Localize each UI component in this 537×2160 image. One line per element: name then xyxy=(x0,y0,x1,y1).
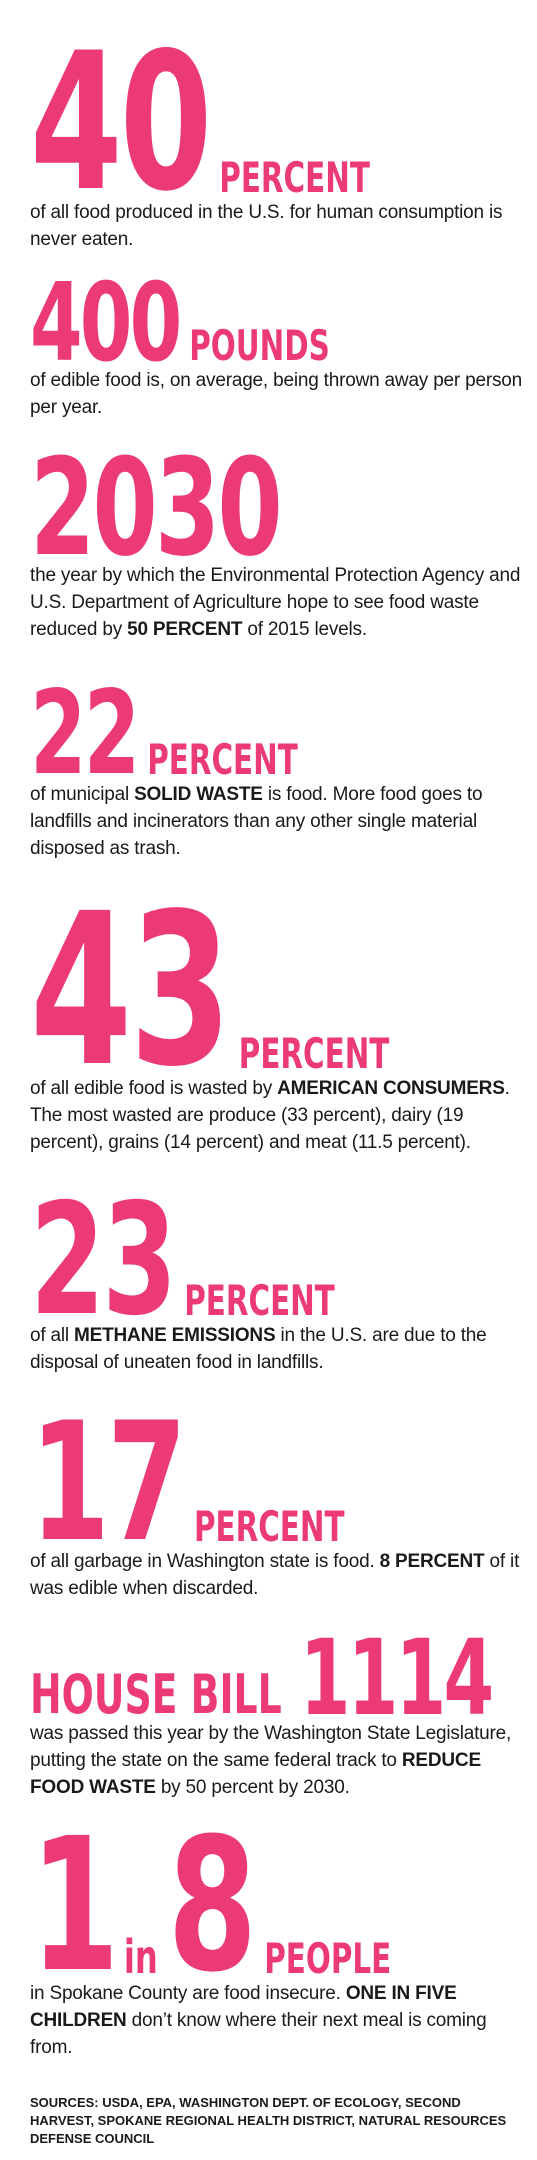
emphasis: METHANE EMISSIONS xyxy=(74,1325,276,1346)
headline: 23 PERCENT xyxy=(30,1183,378,1337)
stat-block: 2030 the year by which the Environmental … xyxy=(30,441,527,643)
stat-description: in Spokane County are food insecure. ONE… xyxy=(30,1980,527,2061)
text: of edible food is, on average, being thr… xyxy=(30,370,523,418)
text: of all garbage in Washington state is fo… xyxy=(30,1551,380,1572)
headline-number: 400 xyxy=(30,260,182,386)
headline-prefix: HOUSE BILL xyxy=(30,1662,282,1726)
headline-number: 8 xyxy=(167,1798,258,2013)
headline-connector: in xyxy=(123,1930,158,1985)
stat-block: 17 PERCENT of all garbage in Washington st… xyxy=(30,1400,527,1602)
stat-block: 1 in 8 PEOPLE in Spokane County are food ins… xyxy=(30,1814,527,2061)
headline-unit: PEOPLE xyxy=(264,1934,392,1984)
headline-number: 40 xyxy=(30,12,212,233)
stat-description: of all METHANE EMISSIONS in the U.S. are… xyxy=(30,1322,527,1376)
text: of it was edible when discarded. xyxy=(30,1551,520,1599)
text: don’t know where their next meal is comi… xyxy=(30,2010,487,2058)
stat-block: 22 PERCENT of municipal SOLID WASTE is foo… xyxy=(30,676,527,862)
headline: HOUSE BILL 1114 xyxy=(30,1626,494,1730)
headline-unit: POUNDS xyxy=(189,321,330,371)
stat-block: 43 PERCENT of all edible food is wasted by… xyxy=(30,886,527,1156)
headline-number: 1114 xyxy=(299,1616,494,1739)
emphasis: AMERICAN CONSUMERS xyxy=(277,1078,505,1099)
text: of municipal xyxy=(30,784,135,805)
text: in Spokane County are food insecure. xyxy=(30,1983,346,2004)
headline-unit: PERCENT xyxy=(184,1276,335,1326)
headline-unit: PERCENT xyxy=(193,1502,345,1552)
headline: 40 PERCENT xyxy=(30,12,378,233)
stat-description: of all garbage in Washington state is fo… xyxy=(30,1548,527,1602)
headline: 22 PERCENT xyxy=(30,676,378,792)
headline-number: 43 xyxy=(30,868,232,1113)
headline-number: 23 xyxy=(30,1170,177,1350)
sources: SOURCES: USDA, EPA, WASHINGTON DEPT. OF … xyxy=(30,2095,507,2146)
text: of all xyxy=(30,1325,75,1346)
stat-description: of all food produced in the U.S. for hum… xyxy=(30,199,527,253)
stat-block: 23 PERCENT of all METHANE EMISSIONS in the… xyxy=(30,1183,527,1376)
headline: 43 PERCENT xyxy=(30,886,389,1096)
emphasis: ONE IN FIVE CHILDREN xyxy=(30,1983,457,2031)
text: . The most wasted are produce (33 percen… xyxy=(30,1078,510,1153)
stat-description: the year by which the Environmental Prot… xyxy=(30,562,527,643)
text: the year by which the Environmental Prot… xyxy=(30,565,521,640)
stat-block: 40 PERCENT of all food produced in the U.S… xyxy=(30,27,527,253)
text: of all food produced in the U.S. for hum… xyxy=(30,202,503,250)
headline: 1 in 8 PEOPLE xyxy=(30,1814,391,1998)
text: of 2015 levels. xyxy=(242,619,367,640)
text: in the U.S. are due to the disposal of u… xyxy=(30,1325,487,1373)
emphasis: SOLID WASTE xyxy=(134,784,263,805)
text: was passed this year by the Washington S… xyxy=(30,1723,512,1771)
headline: 400 POUNDS xyxy=(30,260,378,386)
headline: 17 PERCENT xyxy=(30,1400,378,1564)
emphasis: 50 PERCENT xyxy=(127,619,243,640)
headline-number: 22 xyxy=(30,666,140,802)
text: of all edible food is wasted by xyxy=(30,1078,278,1099)
text: is food. More food goes to landfills and… xyxy=(30,784,483,859)
stat-description: was passed this year by the Washington S… xyxy=(30,1720,527,1801)
headline-number: 17 xyxy=(30,1386,187,1578)
headline-number: 1 xyxy=(30,1798,120,2013)
emphasis: 8 PERCENT xyxy=(379,1551,485,1572)
stat-block: HOUSE BILL 1114 was passed this year by th… xyxy=(30,1626,527,1801)
headline-unit: PERCENT xyxy=(147,735,298,785)
headline-unit: PERCENT xyxy=(238,1029,390,1079)
stat-description: of edible food is, on average, being thr… xyxy=(30,367,527,421)
stat-description: of all edible food is wasted by AMERICAN… xyxy=(30,1075,527,1156)
headline-unit: PERCENT xyxy=(219,153,370,203)
headline-number: 2030 xyxy=(30,429,283,586)
headline: 2030 xyxy=(30,441,378,575)
stat-block: 400 POUNDS of edible food is, on average, … xyxy=(30,260,527,421)
stat-description: of municipal SOLID WASTE is food. More f… xyxy=(30,781,527,862)
text: by 50 percent by 2030. xyxy=(155,1777,350,1798)
emphasis: REDUCE FOOD WASTE xyxy=(30,1750,481,1798)
